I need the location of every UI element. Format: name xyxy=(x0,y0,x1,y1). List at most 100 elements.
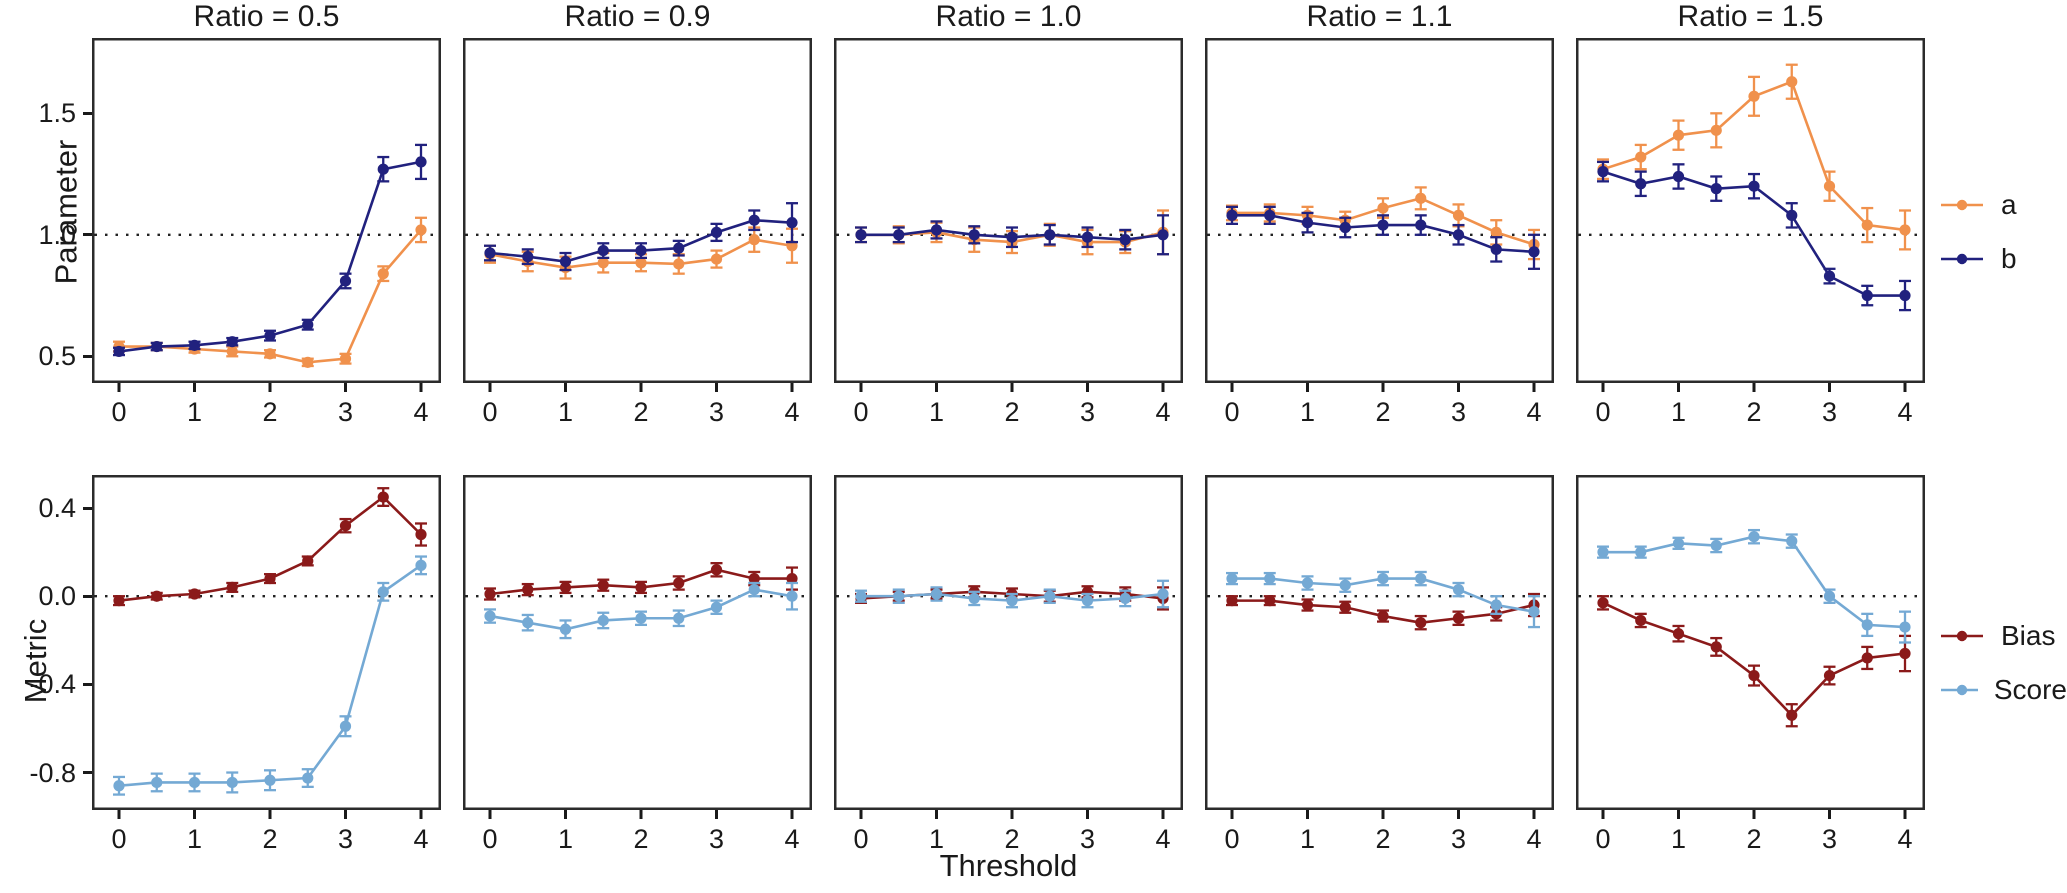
facet-plot: 0 1 2 3 4 xyxy=(1576,475,1925,854)
y-tick-label: 0.5 xyxy=(38,341,76,372)
legend-item-score: Score xyxy=(1925,674,2067,706)
x-tick-label: 2 xyxy=(1375,824,1390,854)
facet-title: Ratio = 1.5 xyxy=(1677,0,1824,33)
x-tick-label: 0 xyxy=(482,824,497,854)
x-tick-label: 3 xyxy=(709,824,724,854)
facet-title: Ratio = 0.5 xyxy=(193,0,340,33)
x-tick-label: 0 xyxy=(111,824,126,854)
facet-panel-1-0: 0 1 2 3 4 xyxy=(92,475,441,854)
facet-title: Ratio = 1.0 xyxy=(935,0,1082,33)
facet-container-metric: 0 1 2 3 4 0 1 2 3 4 0 1 2 3 4 0 1 2 3 4 0 1 2 3 4 xyxy=(92,475,1925,854)
x-tick-label: 2 xyxy=(262,397,277,427)
facet-plot: 0 1 2 3 4 xyxy=(834,38,1183,427)
x-tick-label: 3 xyxy=(1451,824,1466,854)
x-tick-label: 1 xyxy=(187,824,202,854)
x-tick-label: 4 xyxy=(413,824,428,854)
facet-panel-0-3: Ratio = 1.1 0 1 2 3 4 xyxy=(1205,0,1554,427)
facet-plot: 0 1 2 3 4 xyxy=(92,475,441,854)
facet-panel-0-4: Ratio = 1.5 0 1 2 3 4 xyxy=(1576,0,1925,427)
facet-plot: 0 1 2 3 4 xyxy=(1576,38,1925,427)
legend-label: b xyxy=(2001,242,2017,274)
y-tick-mark xyxy=(83,111,92,115)
y-tick-label: 1.5 xyxy=(38,98,76,129)
x-tick-label: 3 xyxy=(338,397,353,427)
y-tick-label: 1.0 xyxy=(38,219,76,250)
x-tick-label: 1 xyxy=(929,397,944,427)
legend-label: Bias xyxy=(2001,619,2056,651)
x-tick-label: 4 xyxy=(1155,397,1170,427)
x-tick-label: 4 xyxy=(784,824,799,854)
legend-label: Score xyxy=(1993,673,2067,705)
x-tick-label: 2 xyxy=(1746,824,1761,854)
legend-key-icon xyxy=(1941,630,1983,641)
y-tick-label: 0.0 xyxy=(38,581,76,612)
x-axis-title: Threshold xyxy=(939,848,1078,883)
facet-title: Ratio = 0.9 xyxy=(564,0,711,33)
x-tick-label: 2 xyxy=(1004,824,1019,854)
x-tick-label: 3 xyxy=(1822,397,1837,427)
facet-panel-1-4: 0 1 2 3 4 xyxy=(1576,475,1925,854)
y-tick-mark xyxy=(83,682,92,686)
facet-plot: 0 1 2 3 4 xyxy=(463,38,812,427)
x-tick-label: 0 xyxy=(1595,824,1610,854)
y-tick-label: 0.4 xyxy=(38,493,76,524)
legend-key-icon xyxy=(1941,199,1983,210)
x-tick-label: 0 xyxy=(1224,824,1239,854)
facet-panel-0-0: Ratio = 0.5 0 1 2 3 4 xyxy=(92,0,441,427)
x-tick-label: 0 xyxy=(482,397,497,427)
x-tick-label: 0 xyxy=(1595,397,1610,427)
x-tick-label: 3 xyxy=(1451,397,1466,427)
x-tick-label: 0 xyxy=(111,397,126,427)
y-tick-label: -0.8 xyxy=(29,757,76,788)
legend-item-b: b xyxy=(1925,243,2067,275)
metric-axis-gutter: Metric 0.4 0.0 -0.4 -0.8 xyxy=(0,475,92,850)
x-tick-label: 1 xyxy=(558,397,573,427)
y-tick-mark xyxy=(83,354,92,358)
parameter-row: Parameter 0.5 1.0 1.5 Ratio = 0.5 0 1 2 3 4 Rati… xyxy=(0,0,2067,427)
x-tick-label: 3 xyxy=(338,824,353,854)
y-tick-label: -0.4 xyxy=(29,669,76,700)
legend-label: a xyxy=(2001,188,2017,220)
x-tick-label: 0 xyxy=(853,397,868,427)
x-tick-label: 4 xyxy=(1526,397,1541,427)
x-tick-label: 3 xyxy=(1080,397,1095,427)
x-tick-label: 1 xyxy=(558,824,573,854)
x-tick-label: 1 xyxy=(1300,824,1315,854)
x-tick-label: 2 xyxy=(1746,397,1761,427)
y-axis-title-parameter: Parameter xyxy=(48,139,84,285)
facet-plot: 0 1 2 3 4 xyxy=(1205,38,1554,427)
x-tick-label: 2 xyxy=(262,824,277,854)
facet-plot: 0 1 2 3 4 xyxy=(92,38,441,427)
x-tick-label: 1 xyxy=(1671,397,1686,427)
y-tick-mark xyxy=(83,771,92,775)
facet-panel-1-1: 0 1 2 3 4 xyxy=(463,475,812,854)
facet-plot: 0 1 2 3 4 xyxy=(1205,475,1554,854)
legend-key-icon xyxy=(1941,684,1978,695)
row-spacer xyxy=(0,425,2067,475)
x-tick-label: 2 xyxy=(1004,397,1019,427)
legend-key-icon xyxy=(1941,253,1983,264)
x-tick-label: 3 xyxy=(709,397,724,427)
x-tick-label: 4 xyxy=(1155,824,1170,854)
facet-panel-1-2: 0 1 2 3 4 xyxy=(834,475,1183,854)
y-tick-mark xyxy=(83,233,92,237)
facet-panel-0-2: Ratio = 1.0 0 1 2 3 4 xyxy=(834,0,1183,427)
facet-title: Ratio = 1.1 xyxy=(1306,0,1453,33)
x-tick-label: 2 xyxy=(1375,397,1390,427)
x-tick-label: 2 xyxy=(633,824,648,854)
facet-plot: 0 1 2 3 4 xyxy=(463,475,812,854)
parameter-axis-gutter: Parameter 0.5 1.0 1.5 xyxy=(0,0,92,425)
x-tick-label: 4 xyxy=(784,397,799,427)
x-tick-label: 3 xyxy=(1822,824,1837,854)
legend-item-a: a xyxy=(1925,189,2067,221)
x-tick-label: 4 xyxy=(1897,824,1912,854)
facet-panel-1-3: 0 1 2 3 4 xyxy=(1205,475,1554,854)
x-tick-label: 2 xyxy=(633,397,648,427)
x-tick-label: 1 xyxy=(187,397,202,427)
y-tick-mark xyxy=(83,506,92,510)
x-tick-label: 0 xyxy=(853,824,868,854)
x-tick-label: 1 xyxy=(1300,397,1315,427)
y-tick-mark xyxy=(83,594,92,598)
